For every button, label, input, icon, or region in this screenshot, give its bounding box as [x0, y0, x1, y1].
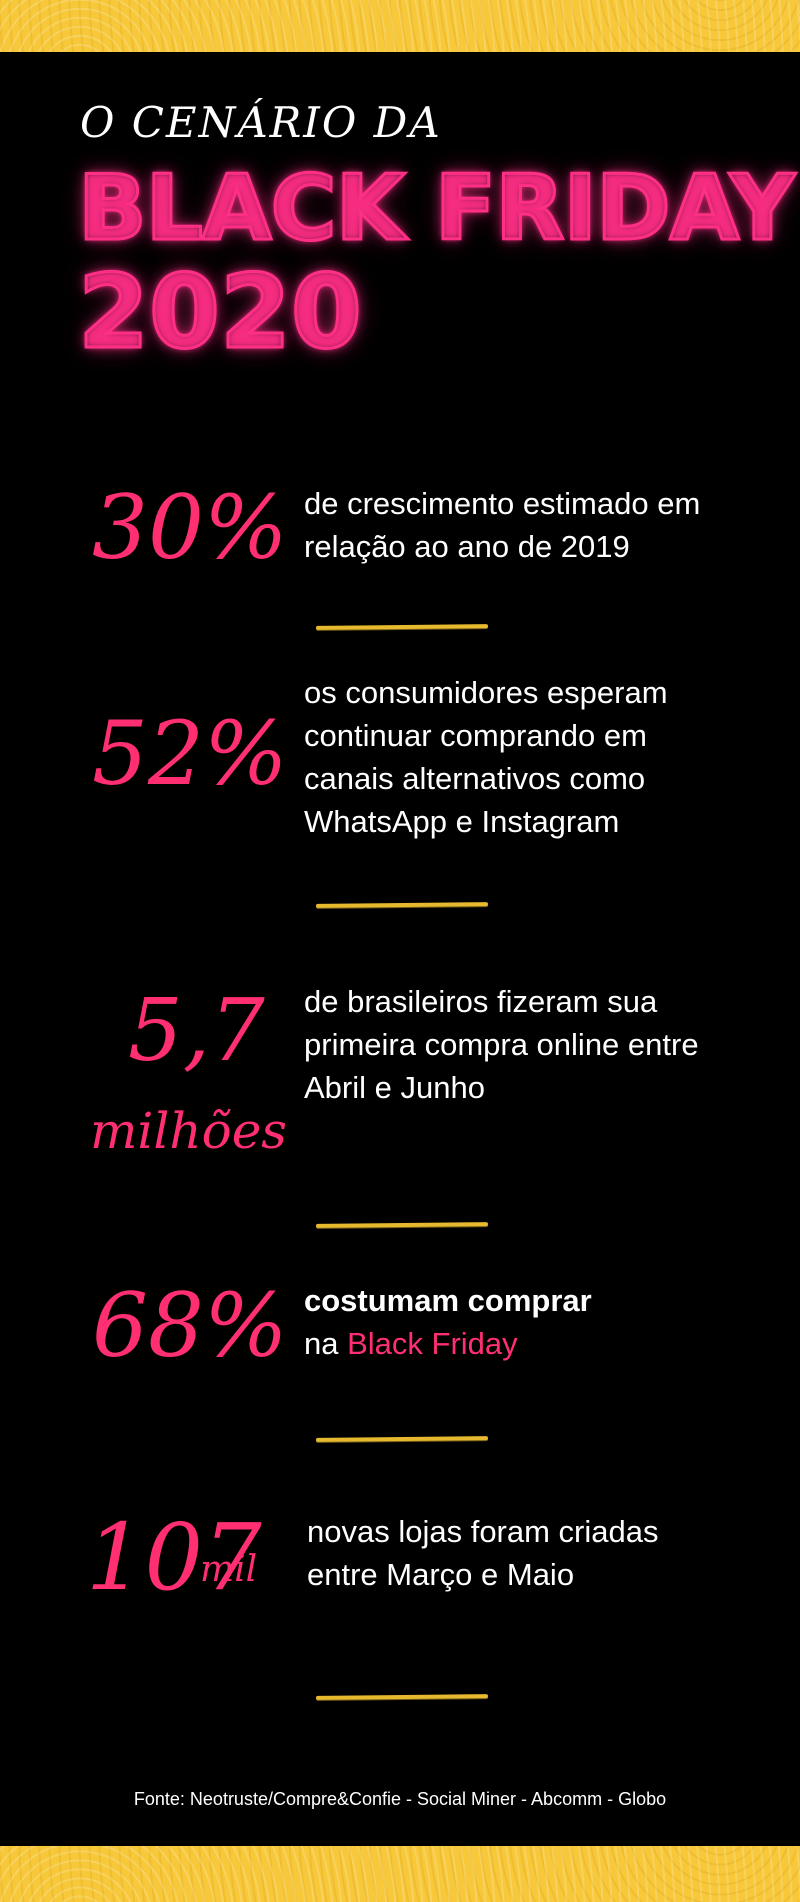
- neon-title-black-friday: BLACK FRIDAY: [77, 156, 797, 261]
- divider-1: [315, 624, 489, 630]
- stat-2-text: os consumidores esperam continuar compra…: [304, 675, 668, 839]
- stat-4-text-plain: na: [304, 1326, 339, 1361]
- eyebrow-title: O CENÁRIO DA: [80, 98, 442, 147]
- stat-1-text: de crescimento estimado em relação ao an…: [304, 486, 701, 564]
- stat-4-text-highlight: Black Friday: [347, 1326, 518, 1361]
- stat-4-text: costumam comprar na Black Friday: [304, 1279, 724, 1365]
- divider-5: [315, 1694, 489, 1700]
- divider-3: [315, 1222, 489, 1228]
- bottom-yellow-band: [0, 1846, 800, 1902]
- stat-5-unit: mil: [200, 1549, 258, 1590]
- stat-3-value: 5,7: [128, 981, 265, 1081]
- stat-3-unit: milhões: [90, 1102, 287, 1160]
- stat-5-text: novas lojas foram criadas entre Março e …: [307, 1514, 659, 1592]
- neon-title-year: 2020: [77, 253, 364, 372]
- stat-3-text: de brasileiros fizeram sua primeira comp…: [304, 984, 699, 1105]
- source-credit: Fonte: Neotruste/Compre&Confie - Social …: [133, 1789, 667, 1809]
- stat-4-text-bold: costumam comprar: [304, 1283, 592, 1318]
- top-yellow-band: [0, 0, 800, 52]
- stat-1-value: 30%: [92, 476, 288, 579]
- stat-5-value: 107: [86, 1504, 262, 1611]
- divider-4: [315, 1436, 489, 1442]
- stat-4-value: 68%: [92, 1274, 288, 1377]
- stat-2-value: 52%: [92, 702, 288, 805]
- divider-2: [315, 902, 489, 908]
